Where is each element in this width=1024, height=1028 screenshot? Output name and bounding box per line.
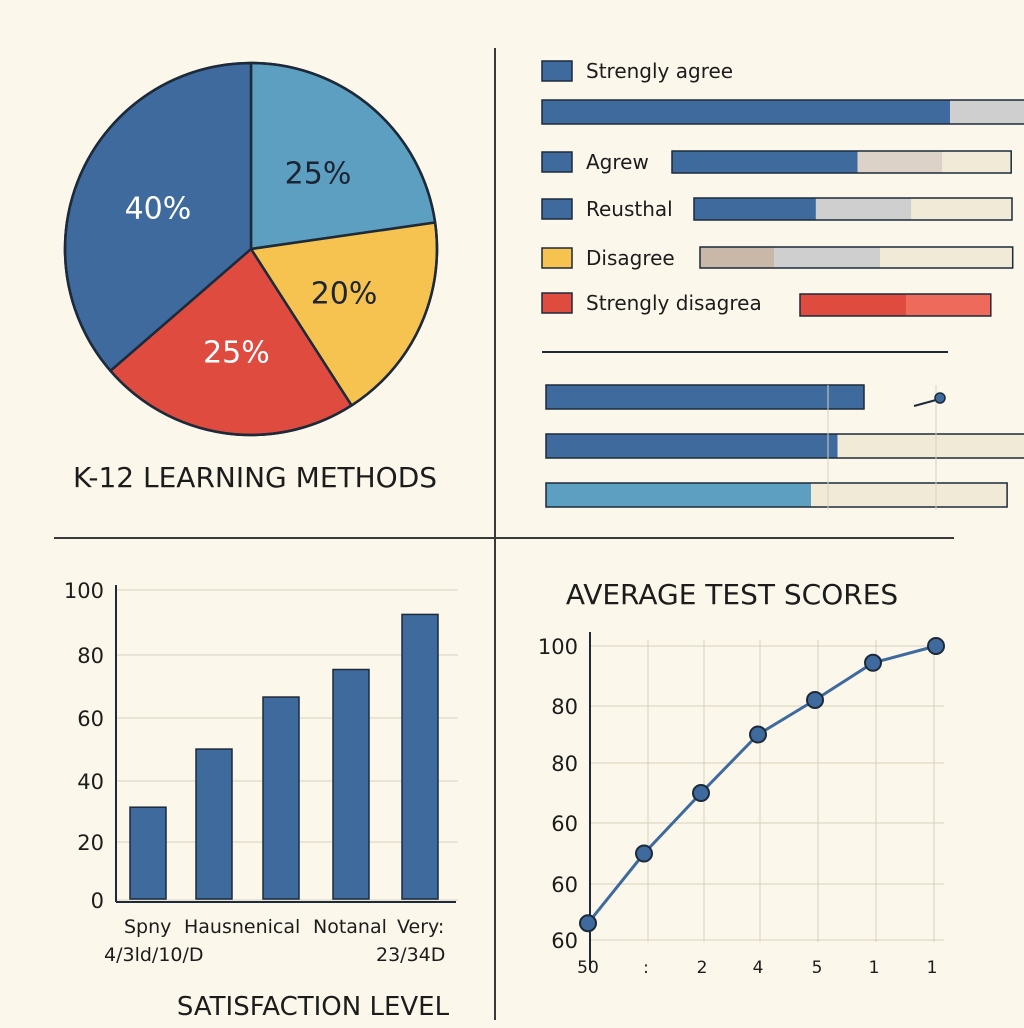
x-tick-label: 4 <box>753 958 764 978</box>
stacked-bar-segment <box>906 294 991 316</box>
x-tick-label: 50 <box>577 958 599 978</box>
y-tick-label: 20 <box>77 831 104 855</box>
y-tick-label: 0 <box>91 889 104 913</box>
data-point <box>928 638 944 654</box>
legend-swatch <box>542 293 572 313</box>
test-scores-line-chart: AVERAGE TEST SCORES 100 80 80 60 60 60 50: 2 4 5 1 1 <box>496 539 1024 1024</box>
data-point <box>865 655 881 671</box>
stacked-bar-segment <box>858 151 943 173</box>
legend-swatch <box>542 248 572 268</box>
y-tick-label: 40 <box>77 770 104 794</box>
x-category-label: Spny <box>124 916 171 938</box>
stacked-bar-segment <box>774 247 880 268</box>
line-chart-panel: AVERAGE TEST SCORES 100 80 80 60 60 60 50: 2 4 5 1 1 <box>496 539 1024 1024</box>
legend-label: Agrew <box>586 150 649 174</box>
x-sub-label: 23/34D <box>376 944 445 966</box>
x-category-label: Hausnenical <box>184 916 300 938</box>
x-sub-label: 4/3ld/10/D <box>104 944 204 966</box>
y-tick-label: 60 <box>551 929 578 953</box>
legend-swatch <box>542 199 572 219</box>
stacked-bar-segment <box>542 100 950 124</box>
stacked-bar-segment <box>911 198 1012 220</box>
stacked-bar-chart: Strengly agree Agrew Reusthal Disagree Stren… <box>496 0 1024 537</box>
y-tick-label: 80 <box>551 695 578 719</box>
stacked-bar-segment <box>950 100 1024 124</box>
stacked-bar-segment <box>942 151 1011 173</box>
stacked-bar-segment <box>838 434 1024 458</box>
y-tick-label: 100 <box>64 579 104 603</box>
bar-chart-title: SATISFACTION LEVEL <box>177 992 450 1022</box>
stacked-bar-segment <box>546 434 838 458</box>
bar <box>333 670 369 900</box>
pie-slice-label: 20% <box>311 276 378 311</box>
x-tick-label: 1 <box>869 958 880 978</box>
bar <box>130 807 166 899</box>
x-category-label: Very: <box>397 916 444 938</box>
stacked-bar-segment <box>672 151 858 173</box>
pie-title: K-12 LEARNING METHODS <box>73 461 437 494</box>
data-point <box>693 785 709 801</box>
legend-label: Strengly agree <box>586 59 733 83</box>
pie-chart-panel: 25% 20% 25% 40% K-12 LEARNING METHODS <box>0 0 494 537</box>
line-chart-title: AVERAGE TEST SCORES <box>566 578 898 611</box>
stacked-bar-segment <box>700 247 774 268</box>
stacked-bar-segment <box>546 385 864 409</box>
y-tick-label: 100 <box>538 635 578 659</box>
legend-label: Reusthal <box>586 197 673 221</box>
stacked-bar-segment <box>546 483 811 507</box>
y-tick-label: 60 <box>551 812 578 836</box>
series-line <box>588 646 936 923</box>
bar <box>263 697 299 899</box>
stacked-bar-segment <box>816 198 911 220</box>
x-tick-label: 1 <box>927 958 938 978</box>
y-tick-label: 80 <box>77 644 104 668</box>
stacked-bar-segment <box>694 198 816 220</box>
pie-chart: 25% 20% 25% 40% K-12 LEARNING METHODS <box>0 0 494 537</box>
marker-pin-line <box>914 400 936 406</box>
y-tick-label: 80 <box>551 752 578 776</box>
x-tick-label: : <box>643 958 649 978</box>
x-tick-label: 5 <box>812 958 823 978</box>
bar <box>402 614 438 899</box>
bar <box>196 749 232 899</box>
pie-slice-label: 25% <box>285 157 352 192</box>
bar-chart-panel: 100 80 60 40 20 0 Spny Hausnenical Notanal Very: 4… <box>0 539 494 1024</box>
stacked-bar-segment <box>880 247 1013 268</box>
legend-label: Strengly disagrea <box>586 291 762 315</box>
data-point <box>636 846 652 862</box>
x-tick-label: 2 <box>697 958 708 978</box>
pie-slice-label: 40% <box>125 192 192 227</box>
data-point <box>807 692 823 708</box>
y-tick-label: 60 <box>551 873 578 897</box>
data-point <box>750 727 766 743</box>
pie-slice-label: 25% <box>203 335 270 370</box>
x-category-label: Notanal <box>313 916 387 938</box>
legend-label: Disagree <box>586 246 675 270</box>
stacked-bar-panel: Strengly agree Agrew Reusthal Disagree Stren… <box>496 0 1024 537</box>
marker-pin-dot <box>935 393 945 403</box>
satisfaction-bar-chart: 100 80 60 40 20 0 Spny Hausnenical Notanal Very: 4… <box>0 539 494 1024</box>
legend-swatch <box>542 152 572 172</box>
legend-swatch <box>542 61 572 81</box>
stacked-bar-segment <box>800 294 906 316</box>
data-point <box>580 915 596 931</box>
stacked-bar-segment <box>811 483 1007 507</box>
y-tick-label: 60 <box>77 707 104 731</box>
